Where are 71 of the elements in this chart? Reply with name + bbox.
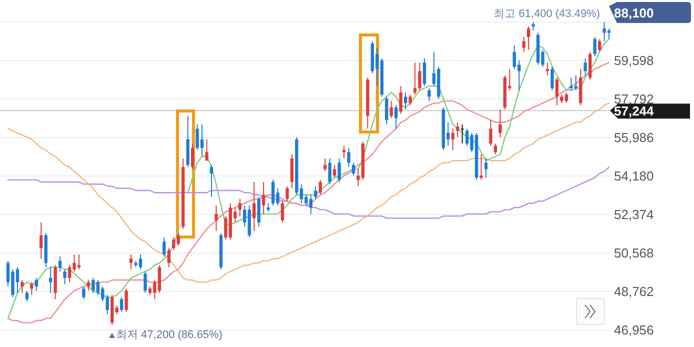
candlestick <box>593 36 596 57</box>
candlestick <box>210 164 214 198</box>
candlestick <box>390 100 393 119</box>
annotation: 최저 47,200 (86.65%) <box>116 329 222 341</box>
candlestick <box>456 122 460 138</box>
candlestick <box>30 282 34 296</box>
candlestick <box>205 138 208 162</box>
candlestick <box>550 66 554 91</box>
text: 최고 61,400 (43.49%) <box>494 8 600 20</box>
line-series <box>7 102 610 283</box>
candlestick <box>20 280 24 294</box>
candlestick <box>86 280 90 292</box>
candlestick <box>451 128 454 150</box>
candlestick <box>120 296 124 313</box>
candlestick <box>124 288 128 313</box>
candlestick <box>332 164 336 178</box>
candlestick <box>214 204 218 232</box>
candlestick <box>347 147 350 168</box>
candlestick <box>460 124 464 144</box>
candlestick <box>172 236 176 251</box>
candlestick <box>588 51 592 80</box>
candlestick <box>338 158 341 182</box>
candlestick <box>399 86 402 114</box>
candlestick <box>328 158 332 185</box>
y-tick-label: 50,568 <box>614 246 654 261</box>
candlestick <box>522 36 526 52</box>
text: 88,100 <box>614 6 654 21</box>
candlestick <box>404 92 408 110</box>
candlestick <box>190 143 194 170</box>
y-tick-label: 55,986 <box>614 130 654 146</box>
candlestick <box>286 186 289 202</box>
candlestick <box>384 96 388 125</box>
y-tick-label: 48,762 <box>614 284 654 300</box>
candlestick <box>555 77 559 106</box>
candlestick <box>162 236 166 258</box>
candlestick <box>489 120 492 146</box>
candlestick <box>314 186 318 200</box>
y-tick-label: 46,956 <box>614 322 654 338</box>
candlestick <box>257 196 260 228</box>
candlestick <box>280 200 284 223</box>
candlestick <box>252 181 256 232</box>
candlestick <box>309 194 312 214</box>
candlestick <box>408 94 412 106</box>
candlestick <box>418 62 422 91</box>
candlestick <box>598 38 602 52</box>
y-tick-label: 52,374 <box>614 207 654 222</box>
y-tick-label: 54,180 <box>614 168 654 184</box>
candlestick <box>498 108 502 138</box>
candlestick <box>428 88 431 102</box>
candlestick <box>34 277 38 292</box>
candlestick <box>63 268 66 285</box>
candlestick <box>167 248 170 268</box>
candlestick <box>40 222 43 260</box>
candlestick <box>480 154 483 180</box>
candlestick <box>82 286 86 300</box>
candlestick <box>352 162 356 176</box>
candlestick <box>413 62 417 96</box>
candlestick <box>422 58 426 87</box>
y-tick-label: 59,598 <box>614 53 654 68</box>
line-series <box>7 166 610 219</box>
candlestick <box>106 294 109 315</box>
candlestick <box>526 26 530 50</box>
candlestick <box>494 143 498 155</box>
candlestick <box>318 179 322 196</box>
candlestick <box>262 181 266 214</box>
candlestick <box>144 271 147 294</box>
candlestick <box>584 58 587 76</box>
candlestick <box>129 254 133 270</box>
candlestick <box>290 154 294 189</box>
candlestick <box>176 232 180 246</box>
candlestick <box>394 104 398 130</box>
